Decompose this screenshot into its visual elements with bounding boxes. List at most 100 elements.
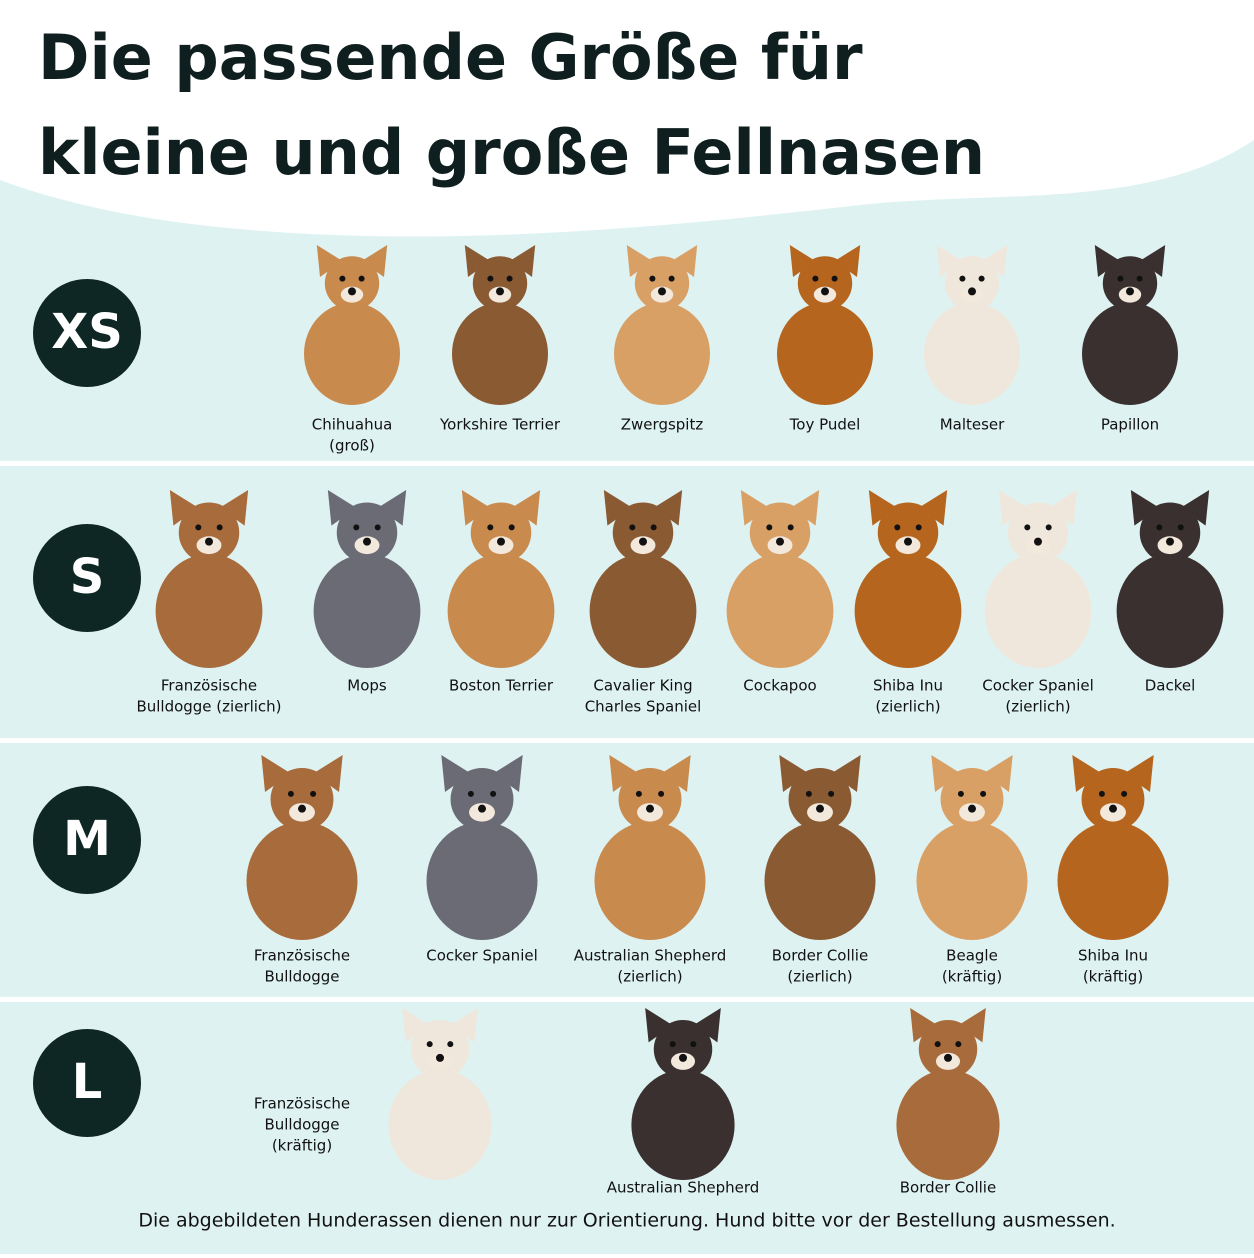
dog-nose xyxy=(363,537,371,546)
breed-name: Malteser xyxy=(940,416,1005,434)
title-line: Die passende Größe für xyxy=(38,21,863,94)
dog-illustration xyxy=(614,302,710,405)
dog-ear xyxy=(609,755,639,792)
dog-nose xyxy=(298,804,306,813)
divider xyxy=(0,738,1254,743)
dog-nose xyxy=(639,537,647,546)
dog-nose xyxy=(1109,804,1117,813)
dog-head xyxy=(270,767,334,831)
breed-name: Chihuahua xyxy=(312,416,393,434)
breed-name: (zierlich) xyxy=(875,698,940,716)
breed-name: Bulldogge (zierlich) xyxy=(136,698,281,716)
breed-name: Beagle xyxy=(946,947,998,965)
breed-name: (kräftig) xyxy=(942,968,1002,986)
dog-ear xyxy=(1124,755,1154,792)
dog-ear xyxy=(450,1008,478,1043)
breed-name: (kräftig) xyxy=(1083,968,1143,986)
dog-illustration xyxy=(589,554,697,668)
dog-eye xyxy=(959,275,966,282)
dog-ear xyxy=(377,490,407,526)
dog-eye xyxy=(894,524,901,531)
dog-eye xyxy=(980,790,987,797)
dog-eye xyxy=(1156,524,1163,531)
dog-eye xyxy=(287,790,294,797)
dog-eye xyxy=(506,275,513,282)
dog-eye xyxy=(487,524,494,531)
dog-nose xyxy=(497,537,505,546)
dog-ear xyxy=(1130,490,1160,526)
dog-illustration xyxy=(426,821,538,940)
dog-head xyxy=(1139,502,1201,563)
dog-ear xyxy=(981,245,1008,277)
dog-head xyxy=(472,256,528,311)
dog-ear xyxy=(1072,755,1102,792)
dog-ear xyxy=(834,245,861,277)
dog-head xyxy=(324,256,380,311)
breed-name: (zierlich) xyxy=(1005,698,1070,716)
dog-eye xyxy=(1177,524,1184,531)
dog-eye xyxy=(934,1041,941,1048)
dog-eye xyxy=(955,1041,962,1048)
dog-ear xyxy=(219,490,249,526)
dog-head xyxy=(618,767,682,831)
dog-head xyxy=(634,256,690,311)
dog-ear xyxy=(1094,245,1121,277)
dog-ear xyxy=(511,490,541,526)
dog-eye xyxy=(374,524,381,531)
dog-nose xyxy=(944,1053,952,1062)
dog-ear xyxy=(671,245,698,277)
size-badge xyxy=(33,1029,141,1137)
dog-head xyxy=(918,1020,978,1079)
size-badge xyxy=(33,279,141,387)
dog-ear xyxy=(789,245,816,277)
dog-nose xyxy=(496,287,504,296)
dog-illustration xyxy=(452,302,548,405)
dog-eye xyxy=(635,790,642,797)
breed-name: (groß) xyxy=(329,437,375,455)
dog-ear xyxy=(779,755,809,792)
dog-illustration xyxy=(313,554,421,668)
dog-ear xyxy=(936,245,963,277)
dog-eye xyxy=(978,275,985,282)
dog-eye xyxy=(487,275,494,282)
size-label: M xyxy=(63,811,111,867)
dog-head xyxy=(470,502,532,563)
dog-eye xyxy=(216,524,223,531)
dog-head xyxy=(797,256,853,311)
dog-ear xyxy=(626,245,653,277)
dog-head xyxy=(410,1020,470,1079)
dog-head xyxy=(788,767,852,831)
dog-eye xyxy=(353,524,360,531)
dog-nose xyxy=(968,287,976,296)
dog-illustration xyxy=(916,821,1028,940)
breed-name: Shiba Inu xyxy=(1078,947,1148,965)
dog-nose xyxy=(679,1053,687,1062)
dog-illustration xyxy=(764,821,876,940)
dog-eye xyxy=(1136,275,1143,282)
dog-ear xyxy=(493,755,523,792)
dog-illustration xyxy=(155,554,263,668)
dog-illustration xyxy=(777,302,873,405)
breed-name: (kräftig) xyxy=(272,1137,332,1155)
dog-eye xyxy=(812,275,819,282)
dog-illustration xyxy=(1116,554,1224,668)
breed-name: Yorkshire Terrier xyxy=(439,416,561,434)
size-label: L xyxy=(72,1054,103,1110)
title-line: kleine und große Fellnasen xyxy=(38,116,985,189)
dog-ear xyxy=(661,755,691,792)
dog-ear xyxy=(998,490,1028,526)
dog-ear xyxy=(327,490,357,526)
dog-eye xyxy=(490,790,497,797)
dog-eye xyxy=(339,275,346,282)
breed-name: Shiba Inu xyxy=(873,677,943,695)
dog-ear xyxy=(313,755,343,792)
dog-eye xyxy=(358,275,365,282)
dog-nose xyxy=(1126,287,1134,296)
dog-ear xyxy=(361,245,388,277)
dog-head xyxy=(1102,256,1158,311)
dog-nose xyxy=(478,804,486,813)
dog-nose xyxy=(205,537,213,546)
dog-ear xyxy=(740,490,770,526)
